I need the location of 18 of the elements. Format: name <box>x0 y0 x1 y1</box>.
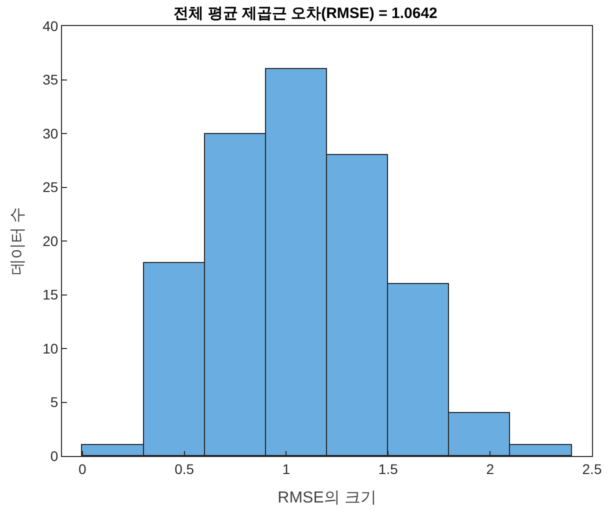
y-tick-label: 0 <box>50 448 58 464</box>
x-tick-label: 0 <box>78 460 86 477</box>
y-tick-label: 20 <box>42 232 58 249</box>
x-axis-title: RMSE의 크기 <box>278 490 376 506</box>
y-tick-label: 30 <box>42 125 58 142</box>
x-tick-label: 2.5 <box>582 460 602 477</box>
y-tick-label: 35 <box>42 72 58 88</box>
y-tick-label: 40 <box>42 18 58 34</box>
y-axis-title: 데이터 수 <box>10 206 27 276</box>
x-tick-label: 0.5 <box>174 460 194 477</box>
x-tick-label: 1 <box>282 460 290 477</box>
chart-title: 전체 평균 제곱근 오차(RMSE) = 1.0642 <box>174 5 438 22</box>
y-tick-label: 5 <box>50 394 58 410</box>
y-tick-label: 25 <box>42 179 58 196</box>
y-tick-label: 15 <box>42 286 58 303</box>
y-tick-label: 10 <box>42 340 58 356</box>
x-tick-label: 2 <box>486 460 494 477</box>
x-tick-label: 1.5 <box>378 460 398 477</box>
